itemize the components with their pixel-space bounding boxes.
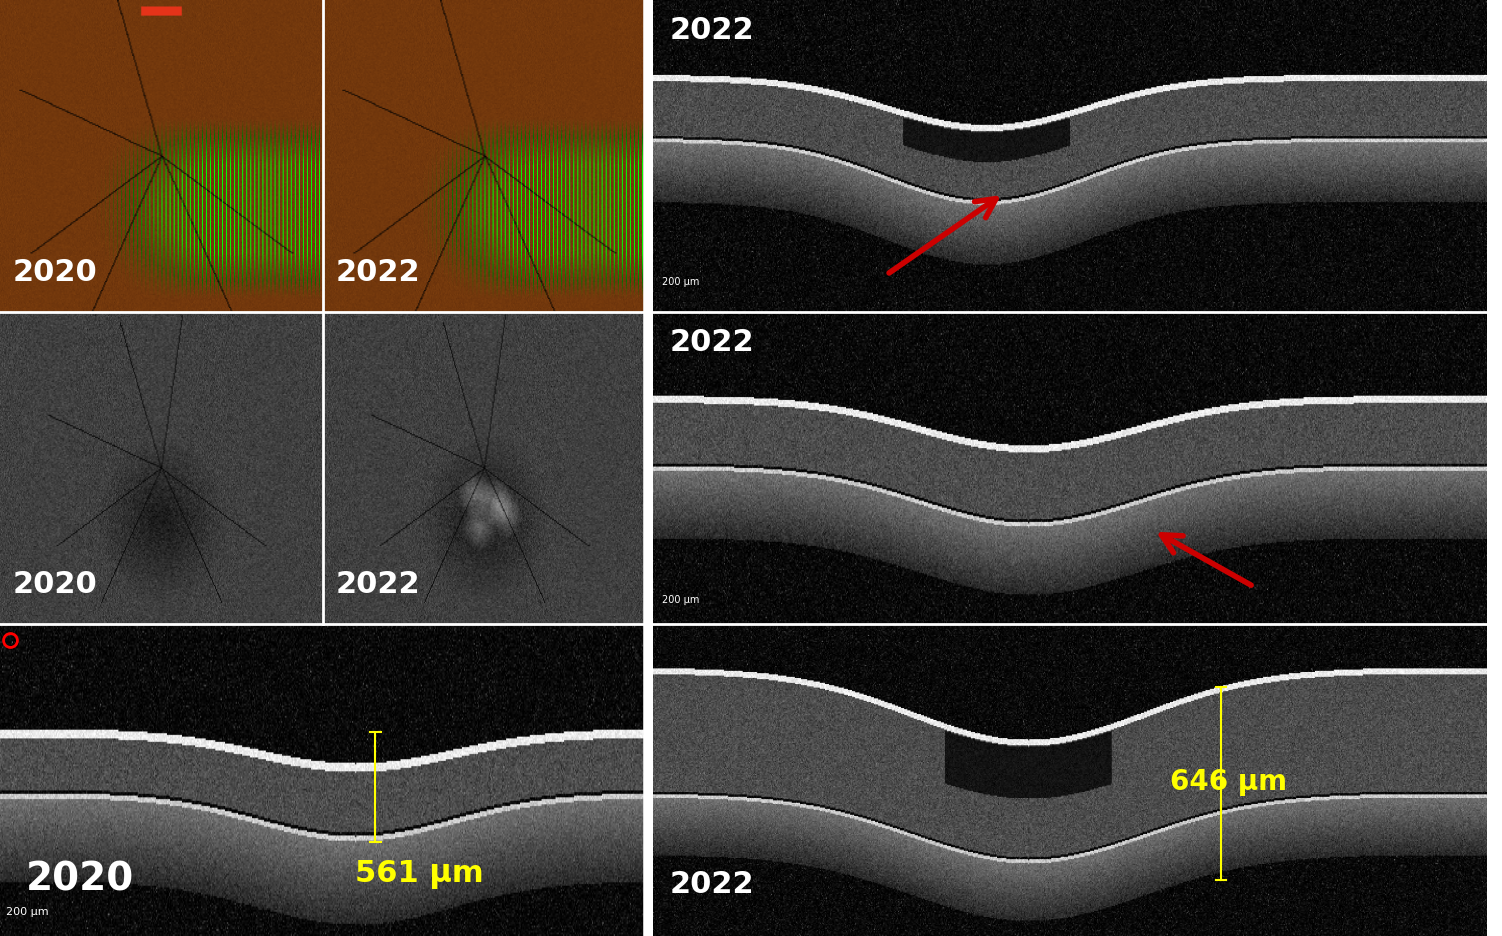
Text: 2020: 2020 — [14, 570, 98, 599]
Text: 2022: 2022 — [670, 16, 754, 45]
Text: 200 μm: 200 μm — [662, 595, 698, 606]
Text: 2022: 2022 — [336, 258, 421, 287]
Text: 2020: 2020 — [14, 258, 98, 287]
Text: 561 μm: 561 μm — [356, 860, 484, 889]
Text: 2022: 2022 — [336, 570, 421, 599]
Text: 2022: 2022 — [670, 328, 754, 357]
Text: 2020: 2020 — [26, 860, 134, 899]
Text: 200 μm: 200 μm — [6, 907, 50, 917]
Text: 646 μm: 646 μm — [1170, 768, 1287, 796]
Text: 2022: 2022 — [670, 870, 754, 899]
Text: 200 μm: 200 μm — [662, 277, 698, 287]
